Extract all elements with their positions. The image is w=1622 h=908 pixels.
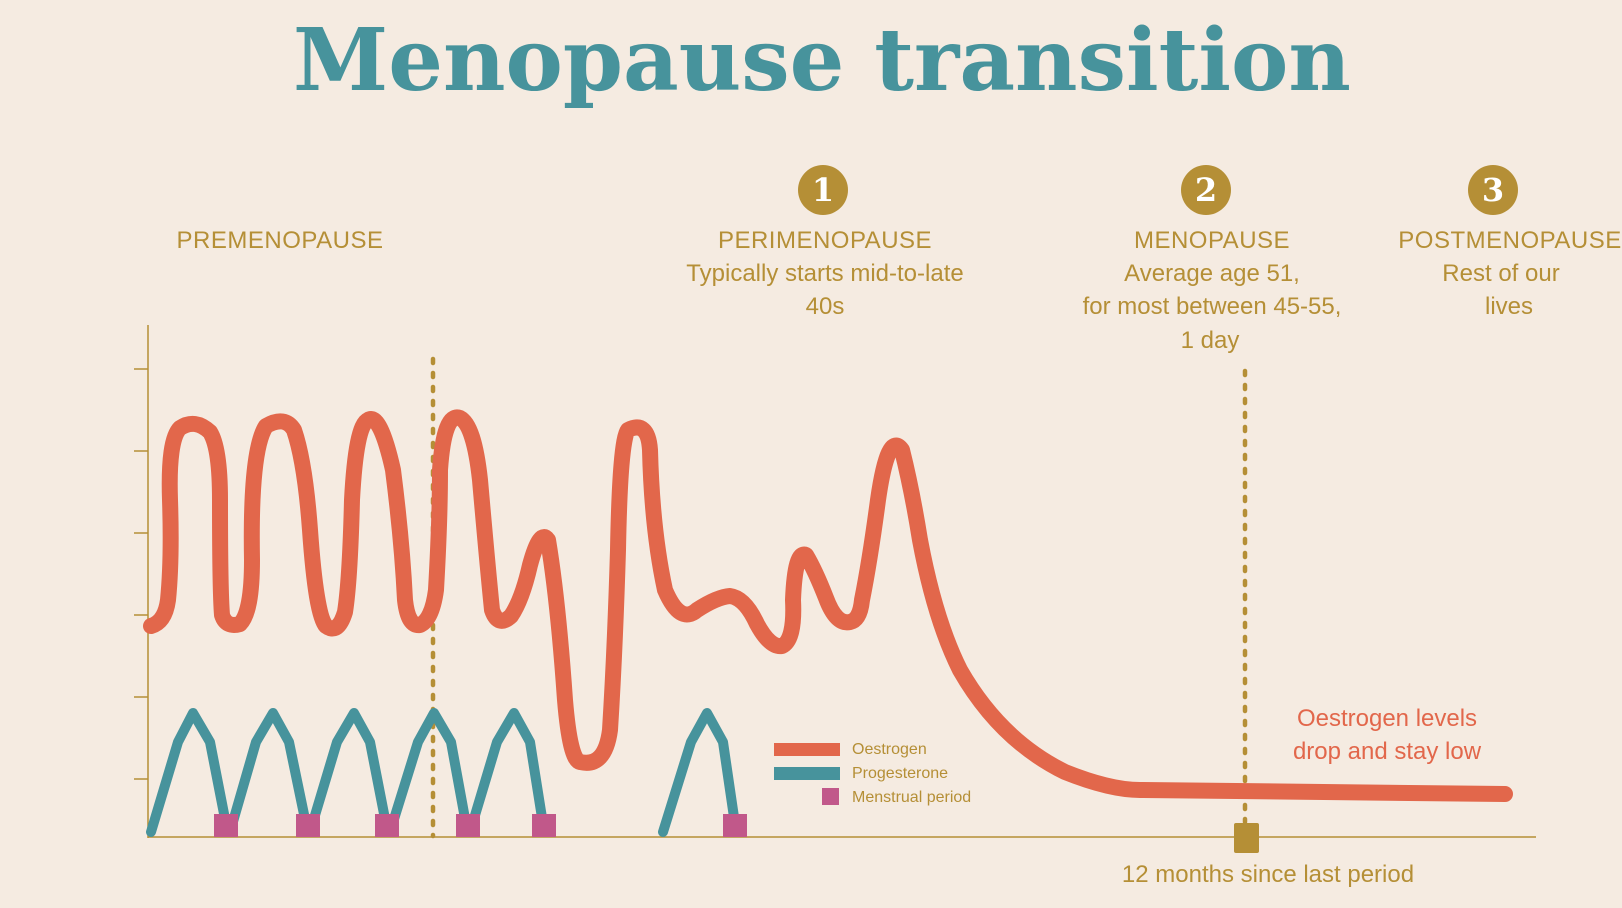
phase-premenopause-name: PREMENOPAUSE xyxy=(177,227,384,254)
legend-label-progesterone: Progesterone xyxy=(852,765,948,782)
phase-postmenopause: 3 POSTMENOPAUSE Rest of our lives xyxy=(1398,165,1621,320)
phase-postmenopause-badge: 3 xyxy=(1482,171,1504,209)
period-marker xyxy=(296,814,320,837)
legend-label-oestrogen: Oestrogen xyxy=(852,741,927,758)
square-marker-icon xyxy=(1234,823,1259,853)
legend-swatch-progesterone xyxy=(774,767,840,780)
phase-perimenopause-name: PERIMENOPAUSE xyxy=(718,227,932,254)
period-marker xyxy=(214,814,238,837)
circle-number-icon xyxy=(1468,165,1518,215)
phase-postmenopause-name: POSTMENOPAUSE xyxy=(1398,227,1621,254)
legend-label-menstrual-period: Menstrual period xyxy=(852,789,971,806)
phase-menopause-line-1: Average age 51, xyxy=(1124,260,1300,287)
circle-number-icon xyxy=(1181,165,1231,215)
circle-number-icon xyxy=(798,165,848,215)
phase-perimenopause-line-2: 40s xyxy=(806,293,845,320)
phase-postmenopause-line-1: Rest of our xyxy=(1442,260,1559,287)
phase-perimenopause: 1 PERIMENOPAUSE Typically starts mid-to-… xyxy=(686,165,964,320)
phase-menopause-line-2: for most between 45-55, xyxy=(1083,293,1342,320)
oestrogen-note-line-2: drop and stay low xyxy=(1293,738,1482,765)
phase-menopause-badge: 2 xyxy=(1195,171,1217,209)
phase-menopause-name: MENOPAUSE xyxy=(1134,227,1290,254)
legend-swatch-menstrual-period xyxy=(822,788,839,805)
legend: Oestrogen Progesterone Menstrual period xyxy=(774,741,971,806)
phase-perimenopause-line-1: Typically starts mid-to-late xyxy=(686,260,963,287)
marker-label: 12 months since last period xyxy=(1122,861,1414,888)
phase-menopause-line-3: 1 day xyxy=(1181,327,1240,354)
progesterone-curve xyxy=(146,708,740,837)
page-title: Menopause transition xyxy=(293,10,1351,111)
phase-premenopause: PREMENOPAUSE xyxy=(177,227,384,254)
period-marker xyxy=(532,814,556,837)
period-marker xyxy=(456,814,480,837)
oestrogen-curve xyxy=(143,409,1513,802)
oestrogen-note-line-1: Oestrogen levels xyxy=(1297,705,1477,732)
period-marker xyxy=(375,814,399,837)
phase-perimenopause-badge: 1 xyxy=(812,171,834,209)
period-marker xyxy=(723,814,747,837)
legend-swatch-oestrogen xyxy=(774,743,840,756)
phase-postmenopause-line-2: lives xyxy=(1485,293,1533,320)
phase-menopause: 2 MENOPAUSE Average age 51, for most bet… xyxy=(1083,165,1342,354)
menstrual-period-markers xyxy=(214,814,747,837)
